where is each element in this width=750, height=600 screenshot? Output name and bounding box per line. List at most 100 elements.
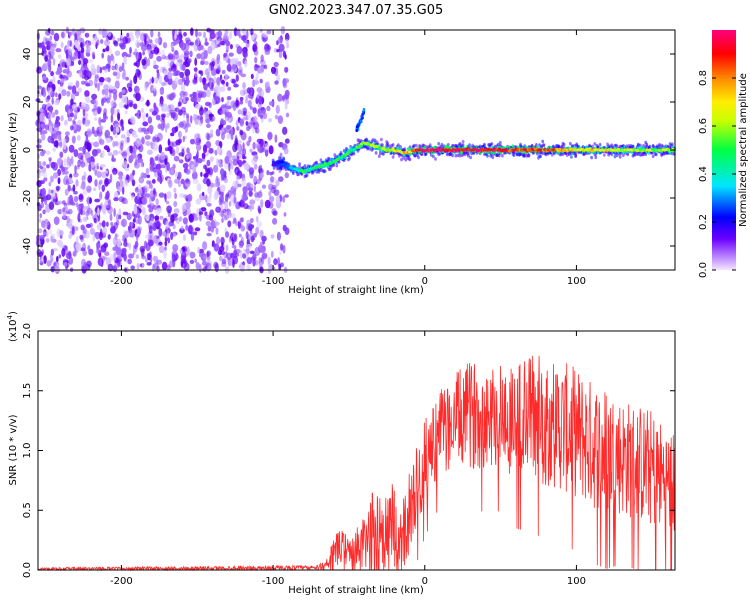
trace-spur <box>355 125 359 129</box>
noise-speckle <box>56 157 63 167</box>
noise-speckle <box>62 141 67 150</box>
noise-speckle <box>246 30 249 39</box>
noise-speckle <box>208 77 214 82</box>
noise-speckle <box>127 258 132 265</box>
noise-speckle <box>273 189 280 197</box>
noise-speckle <box>50 161 56 169</box>
noise-speckle <box>41 133 46 141</box>
noise-speckle <box>172 141 178 148</box>
noise-speckle <box>68 31 73 37</box>
noise-speckle <box>121 151 127 157</box>
trace-halo <box>328 157 331 161</box>
noise-speckle <box>266 105 271 112</box>
noise-speckle <box>66 156 70 165</box>
noise-speckle <box>86 128 92 138</box>
noise-speckle <box>163 250 167 259</box>
noise-speckle <box>252 107 257 114</box>
noise-speckle <box>203 82 208 91</box>
noise-speckle <box>106 147 111 153</box>
noise-speckle <box>94 83 98 89</box>
noise-speckle <box>104 77 110 82</box>
trace-halo <box>381 143 384 147</box>
noise-speckle <box>246 87 252 94</box>
noise-speckle <box>48 228 53 234</box>
trace-halo <box>272 166 276 170</box>
trace-halo <box>271 171 275 175</box>
noise-speckle <box>155 198 159 206</box>
noise-speckle <box>174 192 178 200</box>
noise-speckle <box>179 227 185 234</box>
trace-halo <box>571 144 574 148</box>
noise-speckle <box>176 104 180 114</box>
trace-halo <box>365 137 368 142</box>
trace-halo <box>386 144 390 148</box>
noise-speckle <box>142 185 146 195</box>
noise-speckle <box>235 249 241 254</box>
noise-speckle <box>78 60 82 65</box>
noise-speckle <box>39 121 46 130</box>
noise-speckle <box>110 114 114 123</box>
noise-speckle <box>84 90 90 98</box>
noise-speckle <box>166 94 171 100</box>
noise-speckle <box>53 247 58 252</box>
noise-speckle <box>232 180 237 189</box>
noise-speckle <box>94 179 98 187</box>
noise-speckle <box>170 232 174 241</box>
noise-speckle <box>160 151 166 161</box>
noise-speckle <box>170 92 176 99</box>
trace-halo <box>438 151 442 156</box>
noise-speckle <box>85 52 91 57</box>
noise-speckle <box>167 71 173 80</box>
noise-speckle <box>236 175 240 181</box>
noise-speckle <box>282 244 286 254</box>
noise-speckle <box>116 213 120 223</box>
noise-speckle <box>245 243 251 250</box>
noise-speckle <box>264 81 269 89</box>
noise-speckle <box>148 239 154 247</box>
noise-speckle <box>172 244 179 252</box>
noise-speckle <box>47 58 52 68</box>
noise-speckle <box>169 149 173 154</box>
noise-speckle <box>39 165 43 170</box>
noise-speckle <box>117 186 123 193</box>
x-tick-label: 0 <box>422 576 428 587</box>
noise-speckle <box>55 185 61 191</box>
noise-speckle <box>283 147 289 155</box>
noise-speckle <box>98 117 102 126</box>
noise-speckle <box>115 63 120 73</box>
noise-speckle <box>157 123 162 130</box>
noise-speckle <box>112 71 118 76</box>
noise-speckle <box>52 198 59 203</box>
noise-speckle <box>121 174 126 181</box>
noise-speckle <box>246 111 252 121</box>
noise-speckle <box>197 31 202 37</box>
noise-speckle <box>70 98 74 106</box>
noise-speckle <box>104 68 108 73</box>
noise-speckle <box>249 227 253 235</box>
noise-speckle <box>41 149 46 155</box>
noise-speckle <box>36 249 42 257</box>
trace-halo <box>386 141 390 146</box>
noise-speckle <box>146 252 150 259</box>
noise-speckle <box>106 221 109 227</box>
noise-speckle <box>136 110 140 119</box>
noise-speckle <box>129 102 133 108</box>
noise-speckle <box>119 249 123 254</box>
noise-speckle <box>48 112 53 121</box>
noise-speckle <box>61 167 65 175</box>
noise-speckle <box>154 77 159 84</box>
noise-speckle <box>38 218 42 223</box>
noise-speckle <box>122 252 127 260</box>
noise-speckle <box>131 194 134 200</box>
noise-speckle <box>69 40 73 48</box>
noise-speckle <box>203 164 207 170</box>
noise-speckle <box>205 220 211 227</box>
noise-speckle <box>113 251 116 261</box>
noise-speckle <box>110 221 114 227</box>
noise-speckle <box>277 93 283 102</box>
trace-spur <box>360 114 364 119</box>
noise-speckle <box>74 39 78 48</box>
noise-speckle <box>151 204 158 210</box>
noise-speckle <box>48 125 53 133</box>
noise-speckle <box>52 75 56 84</box>
